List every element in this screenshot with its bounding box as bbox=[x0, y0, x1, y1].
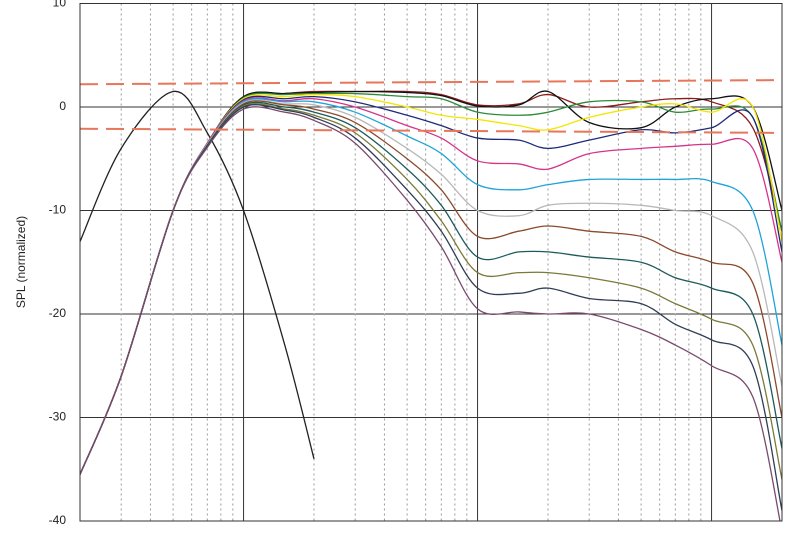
y-tick-label: -20 bbox=[49, 306, 67, 320]
y-tick-label: 0 bbox=[59, 99, 66, 113]
y-tick-label: -10 bbox=[49, 203, 67, 217]
grid bbox=[80, 3, 782, 522]
plot-frame bbox=[79, 3, 783, 522]
spl-curve bbox=[80, 106, 781, 521]
spl-curve bbox=[80, 90, 782, 475]
y-axis-label: SPL (normalized) bbox=[14, 216, 28, 308]
tolerance-line bbox=[80, 127, 782, 134]
y-tick-label: 10 bbox=[53, 0, 67, 10]
y-tick-label: -40 bbox=[49, 513, 67, 527]
spl-curve bbox=[80, 100, 782, 475]
plot-area bbox=[80, 79, 782, 521]
y-tick-label: -30 bbox=[49, 410, 67, 424]
spl-curve bbox=[80, 102, 782, 480]
spl-curve bbox=[80, 90, 782, 475]
spl-curve bbox=[80, 101, 782, 475]
spl-curve bbox=[80, 90, 315, 460]
spl-curve bbox=[80, 98, 782, 475]
spl-curve bbox=[80, 99, 782, 475]
tolerance-line bbox=[80, 79, 782, 86]
